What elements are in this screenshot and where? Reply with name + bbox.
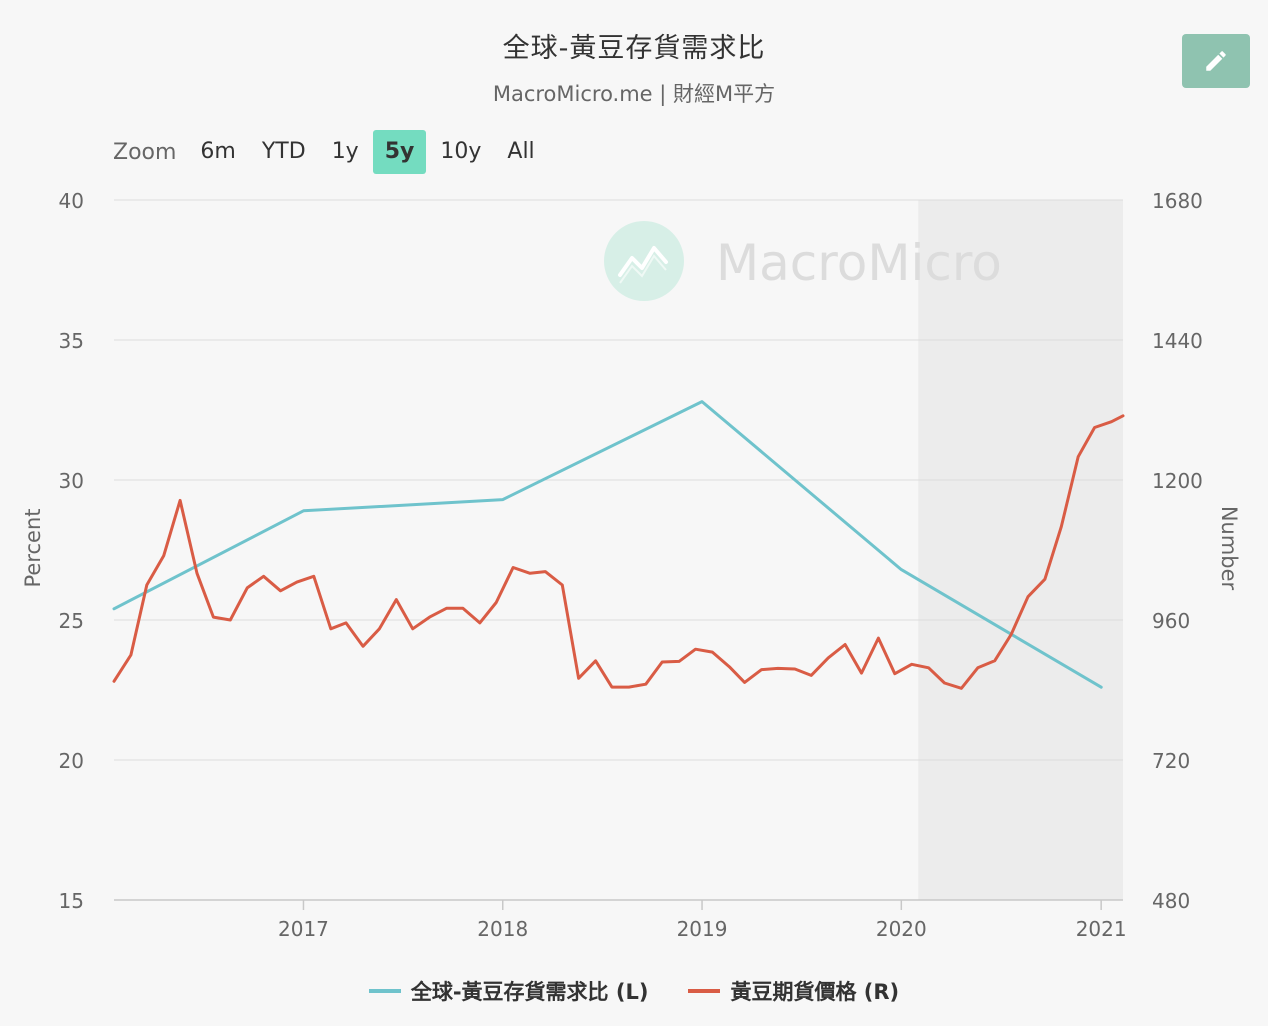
watermark: MacroMicro — [604, 221, 1002, 301]
legend-swatch — [368, 989, 401, 993]
zoom-6m-button[interactable]: 6m — [200, 139, 236, 164]
zoom-bar: Zoom 6m YTD 1y 5y 10y All — [113, 130, 549, 174]
legend: 全球-黃豆存貨需求比 (L) 黃豆期貨價格 (R) — [0, 976, 1268, 1006]
legend-item-stock-ratio[interactable]: 全球-黃豆存貨需求比 (L) — [368, 976, 649, 1006]
zoom-all-button[interactable]: All — [507, 139, 535, 164]
shaded-region — [918, 200, 1123, 900]
y-left-tick-label: 25 — [59, 609, 84, 633]
y-left-tick-label: 30 — [59, 469, 84, 493]
zoom-10y-button[interactable]: 10y — [440, 139, 482, 164]
y-right-tick-label: 1440 — [1152, 329, 1203, 353]
chart-title: 全球-黃豆存貨需求比 — [502, 33, 766, 64]
series-line-stock-ratio — [112, 400, 1103, 689]
y-right-tick-label: 720 — [1152, 749, 1190, 773]
legend-item-soybean-price[interactable]: 黃豆期貨價格 (R) — [688, 976, 899, 1006]
watermark-text: MacroMicro — [716, 234, 1002, 292]
series-line-soybean-price — [112, 414, 1125, 690]
legend-swatch — [688, 989, 721, 993]
y-right-tick-label: 1200 — [1152, 469, 1203, 493]
chart-subtitle: MacroMicro.me | 財經M平方 — [492, 82, 776, 106]
x-tick-label: 2017 — [278, 917, 329, 941]
y-left-axis-title: Percent — [21, 508, 45, 587]
legend-label: 全球-黃豆存貨需求比 (L) — [410, 980, 649, 1004]
y-right-tick-label: 960 — [1152, 609, 1190, 633]
pencil-icon — [1206, 51, 1226, 71]
y-right-tick-label: 480 — [1152, 889, 1190, 913]
zoom-label: Zoom — [113, 139, 177, 165]
zoom-1y-button[interactable]: 1y — [331, 139, 359, 164]
y-left-tick-label: 35 — [59, 329, 84, 353]
x-tick-label: 2021 — [1076, 917, 1127, 941]
edit-button[interactable] — [1182, 34, 1250, 88]
legend-label: 黃豆期貨價格 (R) — [730, 980, 900, 1004]
x-tick-label: 2018 — [477, 917, 528, 941]
y-left-tick-label: 40 — [59, 189, 84, 213]
zoom-5y-button[interactable]: 5y — [372, 130, 427, 174]
y-right-axis-title: Number — [1217, 506, 1241, 591]
x-tick-label: 2019 — [677, 917, 728, 941]
y-left-tick-label: 20 — [59, 749, 84, 773]
zoom-ytd-button[interactable]: YTD — [261, 139, 306, 164]
y-left-tick-label: 15 — [59, 889, 84, 913]
y-right-tick-label: 1680 — [1152, 189, 1203, 213]
x-tick-label: 2020 — [876, 917, 927, 941]
